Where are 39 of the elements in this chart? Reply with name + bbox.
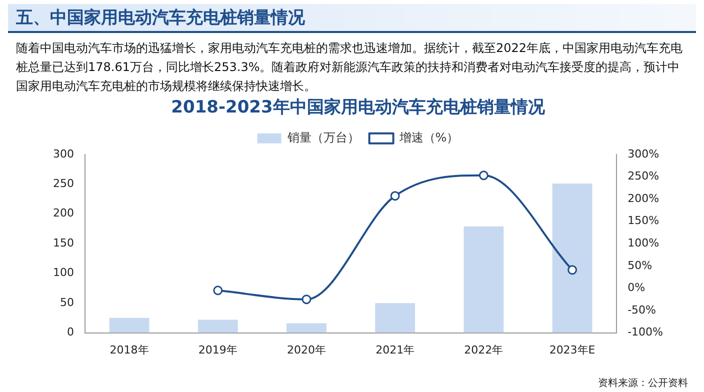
y-tick-label: 200 [52,206,74,220]
bar [198,320,238,333]
x-tick-label: 2018年 [110,343,149,356]
point [213,286,223,296]
text: 随着中国电动汽车市场的迅猛增长，家用电动汽车充电桩的需求也迅速增加。据统计，截至2022年底，中国家用电动汽车充电桩总量已达到178.61万台，同比增长253.3%。随着政府对新能源汽车政策的扶持和消费者对电动汽车接受度的提高，预计中国家用电动汽车充电桩的市场规模将继续保持快速增长。 [16,40,684,95]
bar [109,318,150,333]
bar [286,323,326,333]
y2-tick-label: -100% [628,326,664,339]
y2-tick-label: 0% [628,281,646,294]
bar [464,226,504,333]
point [302,294,312,304]
y2-tick-label: 50% [628,258,652,272]
x-tick-label: 2023年E [549,343,596,356]
y-tick-label: 100 [52,266,74,280]
chart-title: 2018-2023年中国家用电动汽车充电桩销量情况 [171,98,546,118]
bar [552,184,592,333]
y-tick-label: 300 [52,147,74,160]
y-tick-label: 50 [60,296,74,309]
x-tick-label: 2020年 [286,343,326,356]
legend-label: 增速（%） [398,130,459,145]
x-tick-label: 2021年 [376,343,415,356]
text: 资料来源：公开资料 [598,376,688,390]
y2-tick-label: 300% [628,147,660,160]
y2-tick-label: -50% [628,303,656,316]
point [390,191,400,201]
legend-label: 销量（万台） [286,130,360,145]
point [568,265,578,275]
bar [375,303,416,333]
x-tick-label: 2022年 [464,343,504,356]
y2-tick-label: 150% [628,214,660,228]
y-tick-label: 0 [66,326,74,339]
y2-tick-label: 250% [628,170,660,183]
x-tick-label: 2019年 [198,343,238,356]
y2-tick-label: 200% [628,192,660,205]
point [478,170,488,180]
y2-tick-label: 100% [628,236,660,250]
text: 五、中国家用电动汽车充电桩销量情况 [8,4,696,33]
y-tick-label: 250 [52,176,74,190]
y-tick-label: 150 [52,236,74,250]
